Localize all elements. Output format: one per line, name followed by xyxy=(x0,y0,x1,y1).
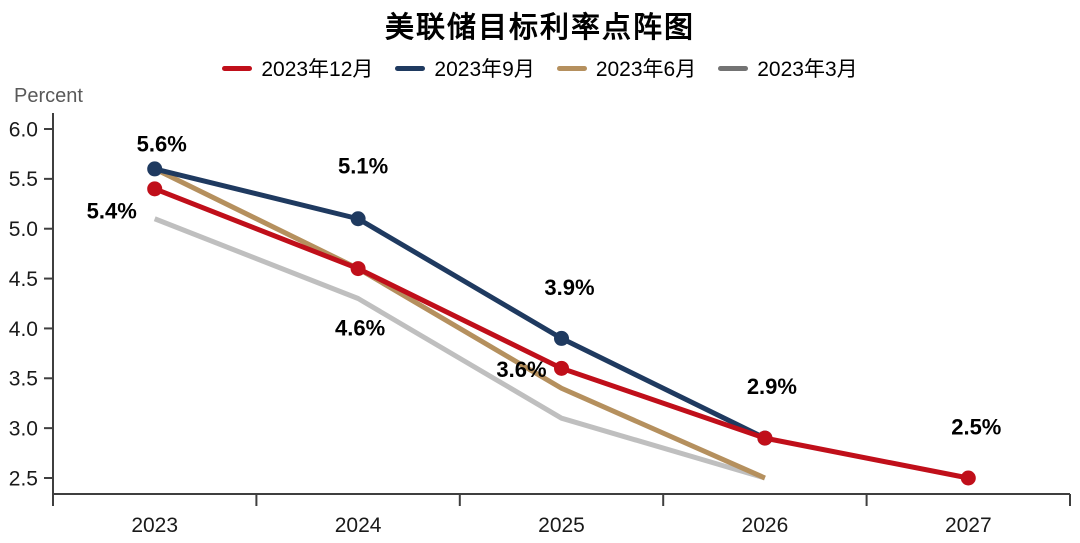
axes xyxy=(52,113,1070,495)
data-point-marker xyxy=(147,181,163,197)
data-label: 4.6% xyxy=(335,315,385,340)
x-tick-label: 2024 xyxy=(335,514,382,537)
data-label: 3.6% xyxy=(496,357,546,382)
data-point-marker xyxy=(554,360,569,376)
y-tick-label: 5.0 xyxy=(9,218,38,241)
series-line xyxy=(154,166,767,441)
data-point-marker xyxy=(554,330,569,346)
y-tick-label: 4.0 xyxy=(9,318,38,341)
series-line xyxy=(153,216,766,481)
y-tick-label: 3.5 xyxy=(9,368,38,391)
x-tick-label: 2025 xyxy=(538,514,585,537)
data-point-marker xyxy=(350,211,366,227)
data-label: 5.6% xyxy=(137,132,187,157)
legend-item: 2023年9月 xyxy=(395,53,535,83)
data-label: 5.1% xyxy=(338,153,388,178)
series-line xyxy=(153,166,766,481)
y-tick-label: 4.5 xyxy=(9,268,38,291)
x-tick-label: 2023 xyxy=(131,514,178,537)
legend-swatch xyxy=(395,65,426,71)
legend-label: 2023年12月 xyxy=(261,58,374,81)
data-point-marker xyxy=(147,161,163,177)
chart-legend: 2023年12月 2023年9月 2023年6月 2023年3月 xyxy=(0,53,1080,83)
legend-item: 2023年6月 xyxy=(556,53,697,83)
data-label: 2.9% xyxy=(747,374,797,399)
legend-swatch xyxy=(718,65,749,71)
legend-label: 2023年3月 xyxy=(757,58,858,81)
legend-item: 2023年12月 xyxy=(222,53,373,83)
legend-label: 2023年9月 xyxy=(434,58,535,81)
y-tick-label: 2.5 xyxy=(9,467,38,490)
x-tick-label: 2026 xyxy=(742,514,789,537)
data-label: 2.5% xyxy=(951,415,1001,440)
chart-title: 美联储目标利率点阵图 xyxy=(384,10,695,44)
legend-label: 2023年6月 xyxy=(595,58,697,81)
y-tick-label: 5.5 xyxy=(9,168,38,191)
legend-item: 2023年3月 xyxy=(718,53,858,83)
y-tick-label: 6.0 xyxy=(9,118,38,141)
data-label: 5.4% xyxy=(87,199,137,224)
y-axis-unit-label: Percent xyxy=(14,85,83,107)
legend-swatch xyxy=(222,65,253,71)
data-point-marker xyxy=(960,470,976,486)
data-label: 3.9% xyxy=(544,275,594,300)
legend-swatch xyxy=(556,65,587,71)
data-point-marker xyxy=(350,261,366,277)
x-tick-label: 2027 xyxy=(945,514,992,537)
y-tick-label: 3.0 xyxy=(9,417,38,440)
data-point-marker xyxy=(757,430,773,446)
